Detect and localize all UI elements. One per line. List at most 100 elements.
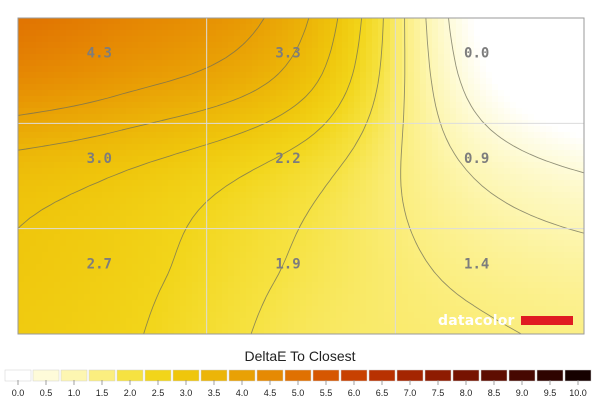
- heat-tile: [270, 54, 277, 61]
- heat-tile: [114, 102, 121, 109]
- heat-tile: [252, 66, 259, 73]
- heat-tile: [528, 102, 535, 109]
- heat-tile: [192, 300, 199, 307]
- heat-tile: [282, 252, 289, 259]
- heat-tile: [528, 324, 535, 331]
- heat-tile: [282, 288, 289, 295]
- heat-tile: [42, 228, 49, 235]
- heat-tile: [264, 264, 271, 271]
- heat-tile: [336, 18, 343, 25]
- heat-tile: [498, 102, 505, 109]
- heat-tile: [294, 138, 301, 145]
- heat-tile: [102, 156, 109, 163]
- heat-tile: [78, 54, 85, 61]
- heat-tile: [24, 36, 31, 43]
- heat-tile: [240, 192, 247, 199]
- heat-tile: [156, 168, 163, 175]
- heat-tile: [462, 18, 469, 25]
- heat-tile: [270, 198, 277, 205]
- heat-tile: [456, 186, 463, 193]
- heat-tile: [276, 102, 283, 109]
- heat-tile: [114, 114, 121, 121]
- heat-tile: [276, 114, 283, 121]
- heat-tile: [132, 150, 139, 157]
- heat-tile: [330, 150, 337, 157]
- heat-tile: [402, 150, 409, 157]
- heat-tile: [54, 18, 61, 25]
- heat-tile: [204, 66, 211, 73]
- heat-tile: [318, 60, 325, 67]
- heat-tile: [522, 30, 529, 37]
- heat-tile: [444, 258, 451, 265]
- heat-tile: [210, 30, 217, 37]
- heat-tile: [186, 132, 193, 139]
- heat-tile: [324, 174, 331, 181]
- heat-tile: [318, 204, 325, 211]
- heat-tile: [108, 198, 115, 205]
- heat-tile: [228, 78, 235, 85]
- heat-tile: [78, 330, 85, 334]
- heat-tile: [408, 30, 415, 37]
- heat-tile: [144, 252, 151, 259]
- heat-tile: [222, 282, 229, 289]
- heat-tile: [324, 132, 331, 139]
- heat-tile: [288, 114, 295, 121]
- heat-tile: [156, 240, 163, 247]
- heat-tile: [204, 192, 211, 199]
- heat-tile: [480, 234, 487, 241]
- heat-tile: [252, 24, 259, 31]
- heat-tile: [456, 258, 463, 265]
- heat-tile: [282, 144, 289, 151]
- heat-tile: [516, 186, 523, 193]
- heat-tile: [372, 192, 379, 199]
- heat-tile: [330, 228, 337, 235]
- heat-tile: [18, 258, 25, 265]
- heat-tile: [126, 306, 133, 313]
- heat-tile: [48, 132, 55, 139]
- heat-tile: [150, 300, 157, 307]
- heat-tile: [36, 282, 43, 289]
- heat-tile: [204, 282, 211, 289]
- heat-tile: [228, 282, 235, 289]
- heat-tile: [132, 168, 139, 175]
- heat-tile: [36, 264, 43, 271]
- heat-tile: [516, 108, 523, 115]
- heat-tile: [450, 234, 457, 241]
- heat-tile: [168, 300, 175, 307]
- heat-tile: [582, 144, 584, 151]
- heat-tile: [480, 222, 487, 229]
- heat-tile: [306, 72, 313, 79]
- heat-tile: [462, 42, 469, 49]
- heat-tile: [438, 168, 445, 175]
- heat-tile: [120, 234, 127, 241]
- heat-tile: [486, 306, 493, 313]
- heat-tile: [120, 312, 127, 319]
- heat-tile: [54, 144, 61, 151]
- heat-tile: [522, 54, 529, 61]
- heat-tile: [384, 288, 391, 295]
- heat-tile: [456, 24, 463, 31]
- heat-tile: [246, 324, 253, 331]
- heat-tile: [522, 66, 529, 73]
- heat-tile: [282, 96, 289, 103]
- heat-tile: [282, 300, 289, 307]
- heat-tile: [390, 174, 397, 181]
- heat-tile: [336, 264, 343, 271]
- heat-tile: [282, 270, 289, 277]
- heat-tile: [96, 108, 103, 115]
- heat-tile: [414, 24, 421, 31]
- heat-tile: [198, 306, 205, 313]
- heat-tile: [90, 282, 97, 289]
- heat-tile: [480, 210, 487, 217]
- heat-tile: [540, 192, 547, 199]
- heat-tile: [36, 108, 43, 115]
- heat-tile: [276, 240, 283, 247]
- heat-tile: [198, 330, 205, 334]
- heat-tile: [60, 66, 67, 73]
- heat-tile: [78, 96, 85, 103]
- heat-tile: [114, 150, 121, 157]
- heat-tile: [42, 204, 49, 211]
- heat-tile: [96, 90, 103, 97]
- heat-tile: [468, 96, 475, 103]
- heat-tile: [516, 150, 523, 157]
